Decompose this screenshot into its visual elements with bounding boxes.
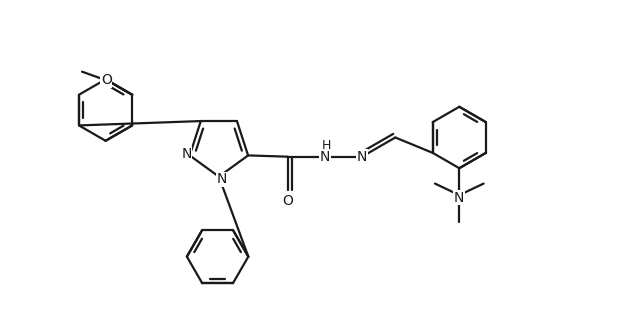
Text: O: O bbox=[282, 195, 293, 209]
Text: N: N bbox=[181, 147, 191, 161]
Text: N: N bbox=[357, 150, 367, 164]
Text: H: H bbox=[321, 139, 331, 152]
Text: N: N bbox=[454, 191, 465, 205]
Text: N: N bbox=[216, 172, 227, 186]
Text: N: N bbox=[320, 150, 330, 164]
Text: O: O bbox=[101, 73, 112, 87]
